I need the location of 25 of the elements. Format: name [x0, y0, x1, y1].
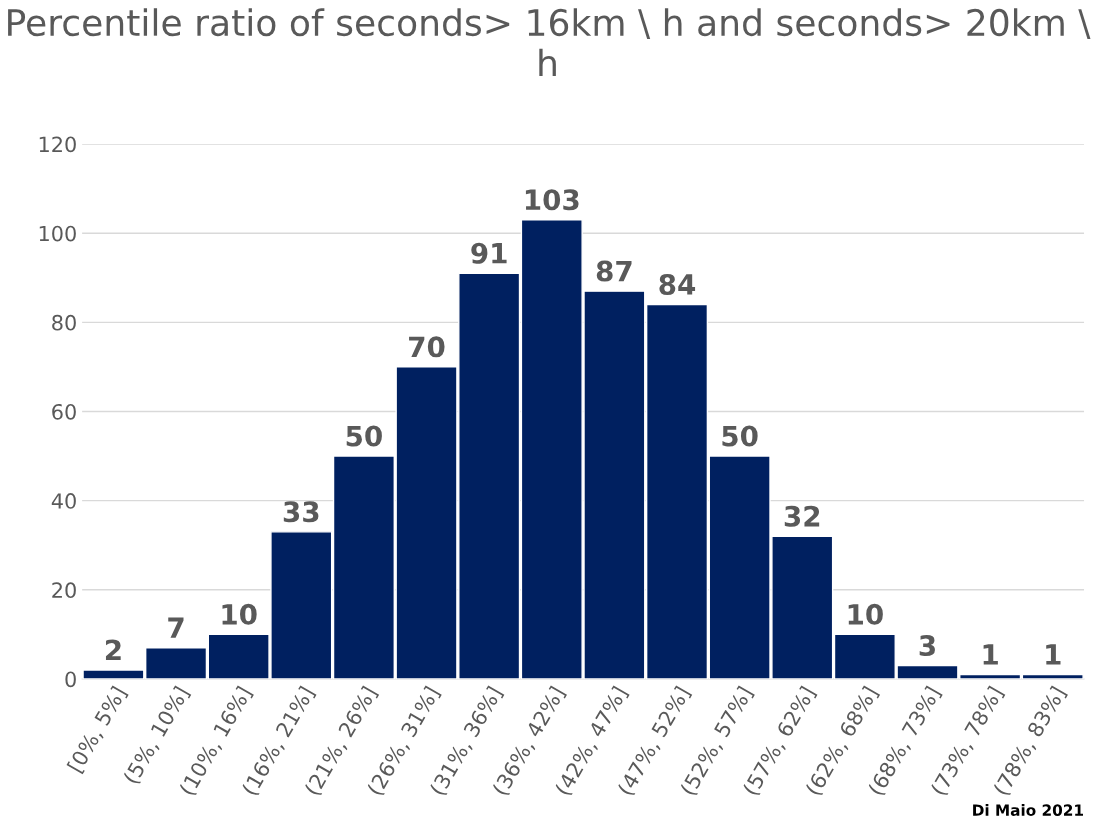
data-label: 103 — [525, 189, 579, 211]
chart-title: Percentile ratio of seconds> 16km \ h and seconds> 20km \ h — [8, 8, 1091, 77]
data-label: 87 — [596, 260, 632, 282]
data-label: 2 — [105, 639, 121, 661]
y-tick-label: 80 — [52, 314, 76, 331]
data-label: 32 — [784, 505, 820, 527]
y-tick-label: 20 — [52, 582, 76, 599]
y-tick-label: 60 — [52, 403, 76, 420]
y-tick-label: 120 — [39, 136, 76, 153]
text: Di Maio 2021 — [973, 804, 1083, 816]
data-label: 3 — [919, 635, 935, 657]
y-tick-label: 0 — [65, 671, 76, 688]
data-label: 50 — [722, 425, 758, 447]
data-label: 84 — [659, 273, 696, 295]
data-label: 33 — [283, 501, 319, 523]
data-label: 1 — [983, 644, 998, 665]
data-label: 91 — [471, 242, 507, 264]
data-label: 1 — [1046, 644, 1061, 665]
data-label: 70 — [409, 336, 445, 358]
data-label: 7 — [168, 617, 184, 638]
data-label: 50 — [346, 425, 382, 447]
data-label: 10 — [848, 603, 883, 625]
data-label: 10 — [222, 603, 257, 625]
y-tick-label: 100 — [39, 225, 76, 242]
y-tick-label: 40 — [51, 493, 76, 509]
